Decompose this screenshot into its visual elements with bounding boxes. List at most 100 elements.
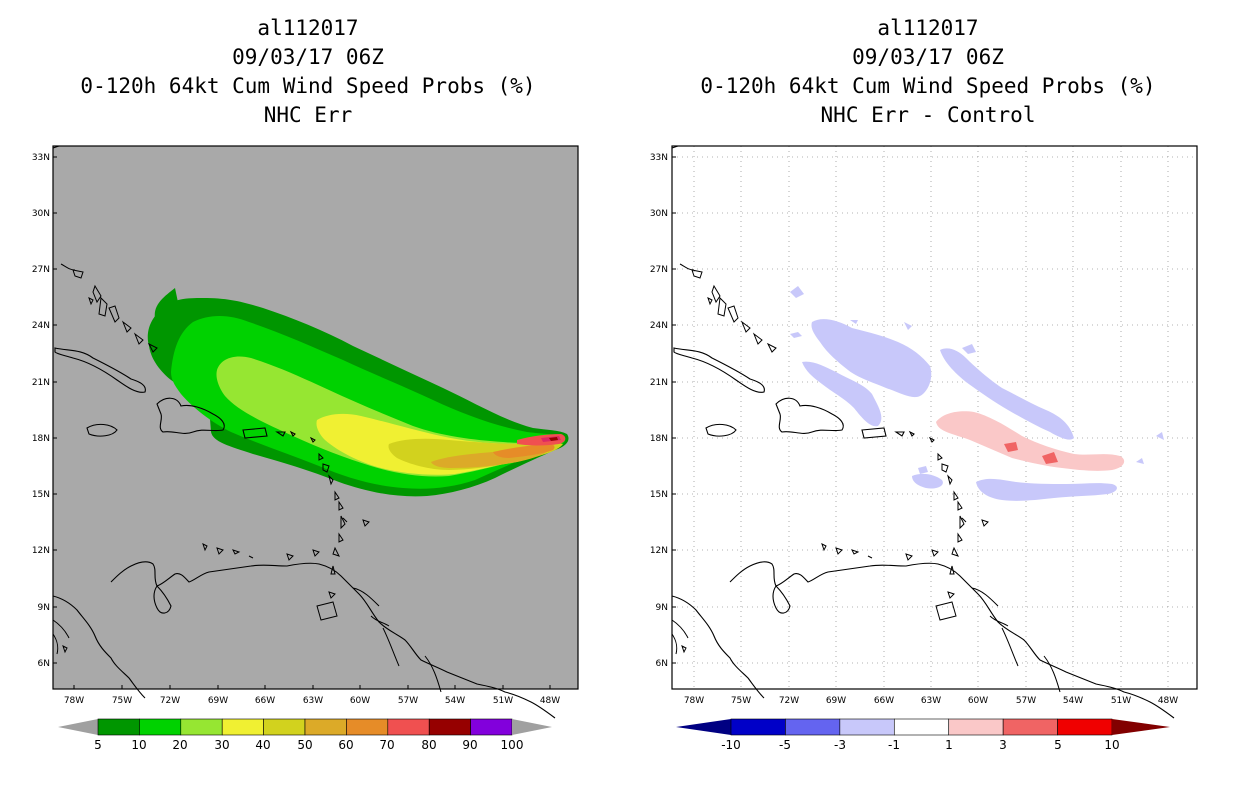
colorbar-swatch bbox=[97, 718, 140, 736]
left-panel-title: al112017 09/03/17 06Z 0-120h 64kt Cum Wi… bbox=[28, 14, 588, 130]
colorbar-label: 70 bbox=[379, 738, 394, 752]
colorbar-swatch bbox=[221, 718, 264, 736]
colorbar-label: -3 bbox=[834, 738, 846, 752]
lat-label: 33N bbox=[650, 153, 668, 163]
left-product: 0-120h 64kt Cum Wind Speed Probs (%) bbox=[80, 74, 536, 98]
lat-label: 30N bbox=[650, 209, 668, 219]
lon-label: 69W bbox=[208, 696, 228, 706]
lon-label: 78W bbox=[684, 696, 704, 706]
colorbar-label: 40 bbox=[255, 738, 270, 752]
colorbar-low-arrow bbox=[58, 719, 98, 735]
colorbar-label: 5 bbox=[94, 738, 102, 752]
lat-label: 30N bbox=[32, 209, 50, 219]
right-ticks bbox=[672, 156, 676, 664]
lat-label: 15N bbox=[32, 490, 50, 500]
lat-label: 9N bbox=[38, 603, 50, 613]
colorbar-swatch bbox=[893, 718, 950, 736]
colorbar-label: 80 bbox=[421, 738, 436, 752]
lat-label: 27N bbox=[650, 265, 668, 275]
colorbar-label: 100 bbox=[501, 738, 524, 752]
left-colorbar: 5 10 20 30 40 50 60 70 80 90 100 bbox=[58, 718, 552, 752]
colorbar-swatch bbox=[730, 718, 786, 736]
left-ticks bbox=[53, 156, 551, 689]
right-colorbar: -10 -5 -3 -1 1 3 5 10 bbox=[676, 718, 1170, 752]
left-date: 09/03/17 06Z bbox=[232, 45, 384, 69]
colorbar-label: -1 bbox=[888, 738, 900, 752]
colorbar-swatch bbox=[948, 718, 1004, 736]
probability-plume bbox=[147, 288, 569, 497]
lat-label: 18N bbox=[650, 434, 668, 444]
lat-label: 18N bbox=[32, 434, 50, 444]
colorbar-swatch bbox=[387, 718, 430, 736]
lon-label: 48W bbox=[540, 696, 560, 706]
left-map bbox=[52, 145, 579, 719]
lon-label: 69W bbox=[826, 696, 846, 706]
colorbar-label: 90 bbox=[462, 738, 477, 752]
colorbar-label: -10 bbox=[721, 738, 741, 752]
right-product: 0-120h 64kt Cum Wind Speed Probs (%) bbox=[700, 74, 1156, 98]
lat-label: 15N bbox=[650, 490, 668, 500]
right-map-border bbox=[671, 145, 1198, 690]
colorbar-swatch bbox=[304, 718, 347, 736]
colorbar-swatch bbox=[428, 718, 471, 736]
lat-label: 33N bbox=[32, 153, 50, 163]
right-map-background bbox=[672, 146, 1197, 689]
colorbar-low-arrow bbox=[676, 719, 731, 735]
left-lat-labels: 33N 30N 27N 24N 21N 18N 15N 12N 9N 6N bbox=[32, 153, 50, 669]
right-panel-title: al112017 09/03/17 06Z 0-120h 64kt Cum Wi… bbox=[648, 14, 1208, 130]
left-lon-labels: 78W 75W 72W 69W 66W 63W 60W 57W 54W 51W … bbox=[64, 696, 560, 706]
right-colorbar-boxes bbox=[730, 718, 1113, 736]
lon-label: 48W bbox=[1158, 696, 1178, 706]
colorbar-swatch bbox=[180, 718, 223, 736]
colorbar-label: 60 bbox=[338, 738, 353, 752]
colorbar-label: 5 bbox=[1054, 738, 1062, 752]
colorbar-label: 3 bbox=[999, 738, 1007, 752]
lat-label: 6N bbox=[38, 659, 50, 669]
lon-label: 66W bbox=[874, 696, 894, 706]
lon-label: 54W bbox=[445, 696, 465, 706]
right-grid bbox=[672, 146, 1197, 689]
lon-label: 60W bbox=[968, 696, 988, 706]
lat-label: 21N bbox=[32, 378, 50, 388]
left-storm-id: al112017 bbox=[257, 16, 359, 40]
colorbar-swatch bbox=[1057, 718, 1113, 736]
colorbar-swatch bbox=[470, 718, 513, 736]
lat-label: 9N bbox=[656, 603, 668, 613]
lon-label: 60W bbox=[350, 696, 370, 706]
colorbar-swatch bbox=[1002, 718, 1058, 736]
lat-label: 24N bbox=[650, 321, 668, 331]
colorbar-label: 10 bbox=[1104, 738, 1119, 752]
right-date: 09/03/17 06Z bbox=[852, 45, 1004, 69]
colorbar-label: 50 bbox=[297, 738, 312, 752]
lon-label: 75W bbox=[731, 696, 751, 706]
lon-label: 57W bbox=[1016, 696, 1036, 706]
colorbar-swatch bbox=[139, 718, 182, 736]
colorbar-high-arrow bbox=[1112, 719, 1170, 735]
colorbar-label: 20 bbox=[172, 738, 187, 752]
left-map-border bbox=[52, 145, 579, 690]
colorbar-swatch bbox=[263, 718, 306, 736]
lon-label: 75W bbox=[112, 696, 132, 706]
colorbar-swatch bbox=[785, 718, 841, 736]
right-map bbox=[671, 145, 1198, 719]
lon-label: 72W bbox=[160, 696, 180, 706]
lat-label: 24N bbox=[32, 321, 50, 331]
lon-label: 51W bbox=[493, 696, 513, 706]
lat-label: 27N bbox=[32, 265, 50, 275]
right-subtitle: NHC Err - Control bbox=[820, 103, 1036, 127]
lat-label: 21N bbox=[650, 378, 668, 388]
left-colorbar-boxes bbox=[97, 718, 513, 736]
colorbar-label: -5 bbox=[779, 738, 791, 752]
lat-label: 6N bbox=[656, 659, 668, 669]
lon-label: 66W bbox=[255, 696, 275, 706]
lat-label: 12N bbox=[650, 546, 668, 556]
colorbar-swatch bbox=[839, 718, 895, 736]
difference-field bbox=[790, 286, 1164, 501]
colorbar-high-arrow bbox=[512, 719, 552, 735]
colorbar-label: 30 bbox=[214, 738, 229, 752]
lon-label: 63W bbox=[303, 696, 323, 706]
lon-label: 72W bbox=[779, 696, 799, 706]
left-subtitle: NHC Err bbox=[263, 103, 353, 127]
lat-label: 12N bbox=[32, 546, 50, 556]
right-storm-id: al112017 bbox=[877, 16, 979, 40]
